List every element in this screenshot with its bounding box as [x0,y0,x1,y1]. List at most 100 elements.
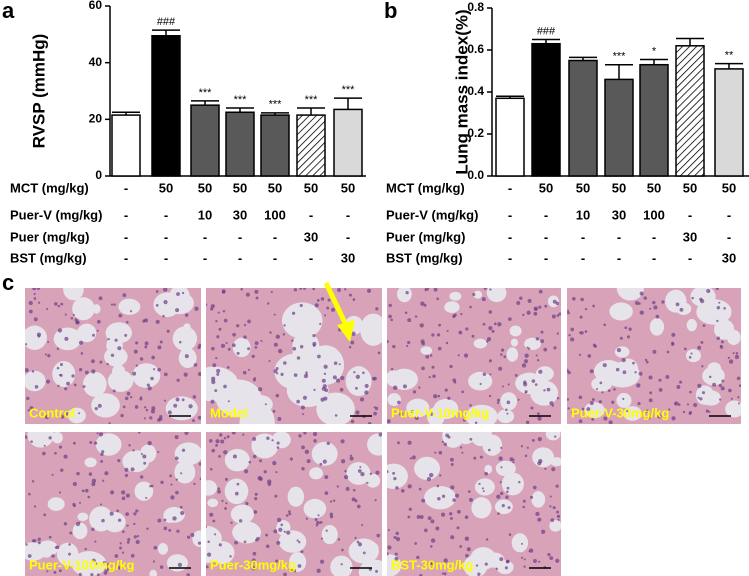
micrograph [25,432,201,576]
nucleus [489,373,492,376]
nucleus [72,313,75,316]
nucleus [181,398,185,402]
nucleus [431,365,435,369]
nucleus [499,557,504,562]
alveolus [309,467,324,480]
nucleus [373,376,377,381]
alveolus [725,400,741,418]
nucleus [312,288,316,291]
nucleus [222,310,226,313]
nucleus [163,526,168,531]
nucleus [186,535,191,539]
nucleus [395,537,401,542]
nucleus [621,358,626,363]
alveolus [619,367,637,387]
nucleus [260,339,263,342]
nucleus [27,554,32,558]
nucleus [324,491,329,495]
nucleus [57,384,60,388]
alveolus [321,524,338,545]
nucleus [531,438,535,442]
nucleus [639,291,644,296]
y-tick-label: 0.2 [467,126,484,140]
nucleus [293,373,298,377]
nucleus [418,487,422,491]
nucleus [33,292,36,296]
micrograph-label: Puer-30mg/kg [210,557,296,572]
nucleus [348,345,352,349]
nucleus [174,456,179,461]
treatment-cell: - [544,207,548,222]
nucleus [273,529,278,534]
nucleus [268,359,271,363]
treatment-cell: 50 [539,180,553,195]
nucleus [557,518,560,521]
nucleus [443,558,448,563]
nucleus [555,301,560,306]
nucleus [537,437,542,442]
nucleus [554,435,557,438]
nucleus [644,358,648,362]
nucleus [387,529,390,532]
nucleus [219,433,223,437]
nucleus [127,538,131,542]
nucleus [162,314,165,318]
treatment-cell: - [617,229,621,244]
nucleus [702,324,706,328]
y-tick-label: 40 [89,55,103,69]
nucleus [679,307,684,312]
nucleus [101,518,105,523]
nucleus [429,412,434,416]
nucleus [135,539,140,545]
nucleus [550,518,555,522]
nucleus [534,307,537,311]
nucleus [102,479,105,482]
nucleus [273,313,276,316]
nucleus [283,572,287,576]
bar [260,114,290,177]
alveolus [92,304,101,314]
nucleus [683,347,687,351]
nucleus [100,459,104,463]
nucleus [247,319,251,324]
alveolus [362,541,379,557]
alveolus [531,491,546,508]
treatment-label: BST (mg/kg) [386,250,463,265]
nucleus [117,565,122,570]
nucleus [682,410,686,414]
nucleus [97,403,102,408]
nucleus [289,457,293,461]
nucleus [445,341,449,345]
nucleus [556,314,560,317]
treatment-cell: 30 [233,207,247,222]
alveolus [224,448,250,472]
nucleus [243,540,247,544]
nucleus [125,512,130,517]
nucleus [253,510,258,514]
nucleus [322,459,327,464]
nucleus [336,485,339,488]
alveolus [165,396,198,421]
nucleus [133,512,137,516]
nucleus [84,488,89,493]
nucleus [344,469,347,473]
treatment-cell: 50 [576,180,590,195]
nucleus [537,517,542,522]
nucleus [469,437,473,441]
nucleus [397,441,400,445]
nucleus [693,402,698,408]
nucleus [611,400,615,404]
nucleus [242,433,245,436]
alveolus [157,543,169,555]
nucleus [301,467,305,471]
treatment-label: Puer (mg/kg) [10,229,89,244]
nucleus [481,487,484,490]
treatment-cell: - [124,180,128,195]
y-axis-label: Lung mass index(%) [452,9,471,174]
nucleus [212,519,216,523]
nucleus [224,507,227,510]
nucleus [37,334,41,338]
nucleus [32,288,37,291]
nucleus [317,354,321,359]
alveolus [210,541,235,565]
